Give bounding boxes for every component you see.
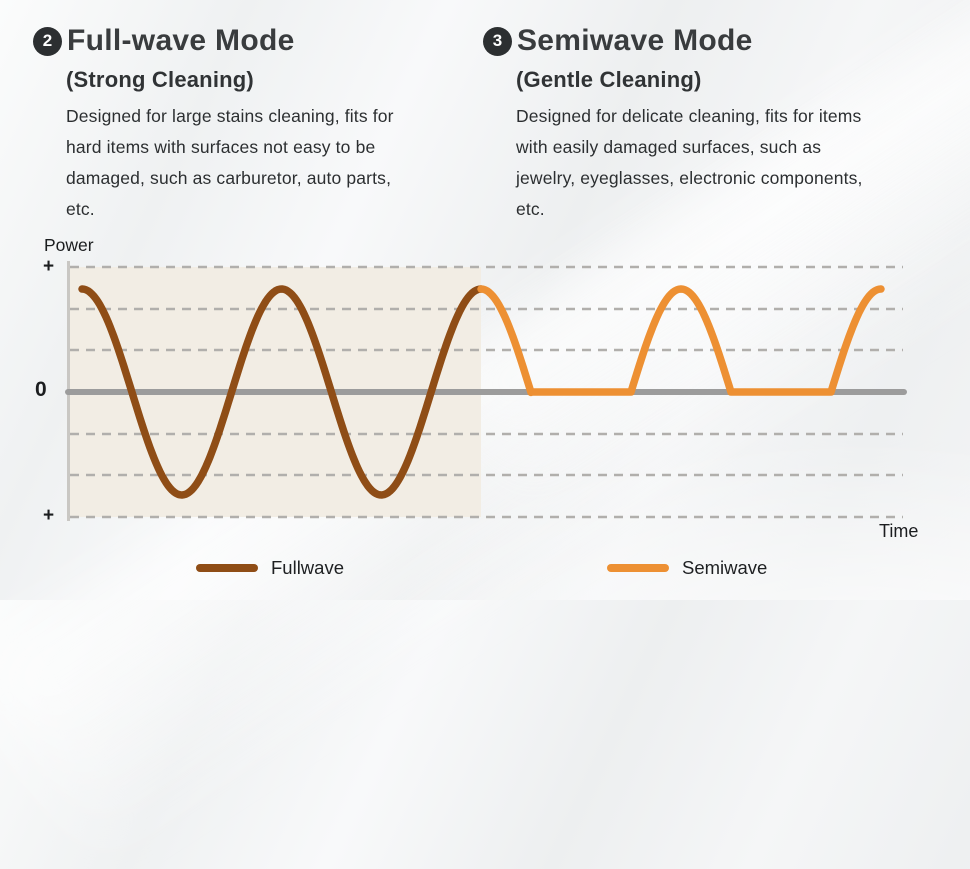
fullwave-description-line: etc. [66, 199, 95, 219]
semiwave-title: Semiwave Mode [517, 24, 753, 57]
semiwave-heading-row: 3 Semiwave Mode [483, 24, 953, 58]
legend-item-fullwave: Fullwave [196, 557, 344, 579]
semiwave-description-line: Designed for delicate cleaning, fits for… [516, 106, 862, 126]
step-2-badge: 2 [33, 26, 62, 56]
fullwave-title: Full-wave Mode [67, 24, 295, 57]
step-3-badge: 3 [483, 26, 512, 56]
power-axis-label: Power [44, 235, 94, 255]
semiwave-description-line: with easily damaged surfaces, such as [516, 137, 822, 157]
time-axis-label: Time [879, 521, 919, 541]
semiwave-subtitle: (Gentle Cleaning) [516, 67, 702, 92]
fullwave-description-line: Designed for large stains cleaning, fits… [66, 106, 394, 126]
semiwave-description: Designed for delicate cleaning, fits for… [516, 101, 953, 225]
semiwave-legend-swatch [607, 564, 669, 572]
legend-item-semiwave: Semiwave [607, 557, 767, 579]
semiwave-description-line: etc. [516, 199, 545, 219]
semiwave-legend-label: Semiwave [682, 557, 768, 578]
plus-bottom-tick: + [43, 505, 55, 526]
semiwave-description-line: jewelry, eyeglasses, electronic componen… [516, 168, 863, 188]
fullwave-section: 2 Full-wave Mode (Strong Cleaning) Desig… [33, 24, 473, 225]
fullwave-heading-row: 2 Full-wave Mode [33, 24, 473, 58]
fullwave-legend-swatch [196, 564, 258, 572]
fullwave-description: Designed for large stains cleaning, fits… [66, 101, 473, 225]
fullwave-subtitle: (Strong Cleaning) [66, 67, 254, 92]
fullwave-legend-label: Fullwave [271, 557, 344, 578]
zero-tick: 0 [35, 378, 47, 401]
plus-top-tick: + [43, 256, 55, 277]
fullwave-description-line: hard items with surfaces not easy to be [66, 137, 376, 157]
semiwave-section: 3 Semiwave Mode (Gentle Cleaning) Design… [483, 24, 953, 225]
fullwave-description-line: damaged, such as carburetor, auto parts, [66, 168, 392, 188]
